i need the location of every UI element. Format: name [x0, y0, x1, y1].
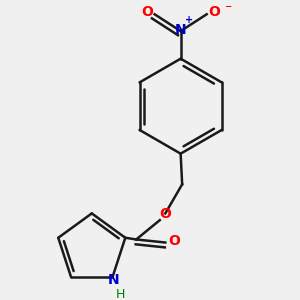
Text: O: O	[169, 234, 180, 248]
Text: O: O	[208, 5, 220, 19]
Text: N: N	[108, 273, 120, 286]
Text: O: O	[159, 207, 171, 221]
Text: +: +	[185, 15, 193, 26]
Text: H: H	[116, 287, 125, 300]
Text: O: O	[141, 5, 153, 19]
Text: ⁻: ⁻	[224, 2, 231, 16]
Text: N: N	[175, 22, 187, 37]
